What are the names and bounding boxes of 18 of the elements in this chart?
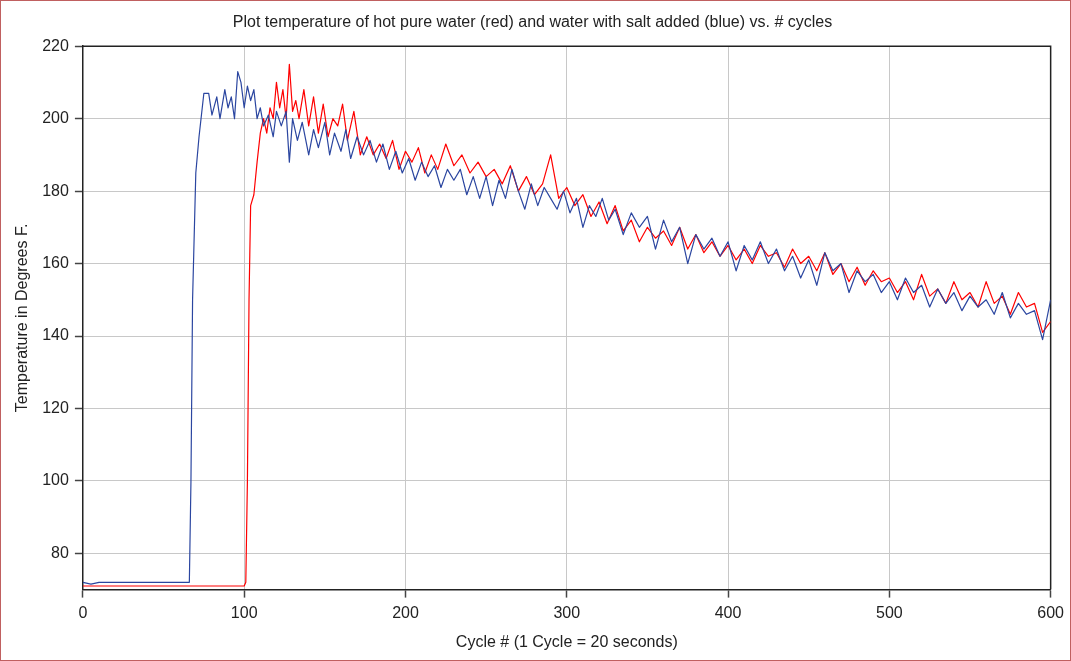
y-tick-label: 200 (42, 109, 69, 127)
y-tick-label: 160 (42, 253, 69, 271)
chart-title: Plot temperature of hot pure water (red) and water with salt added (blue) vs. # cycles (232, 13, 833, 31)
x-tick-label: 0 (78, 603, 88, 621)
x-tick-label: 200 (392, 603, 419, 621)
x-tick-label: 600 (1037, 603, 1065, 621)
y-tick-label: 80 (51, 543, 69, 561)
x-tick-label: 300 (553, 603, 581, 621)
x-axis-title: Cycle # (1 Cycle = 20 seconds) (455, 632, 678, 650)
y-tick-label: 140 (42, 326, 69, 344)
x-tick-label: 500 (876, 603, 903, 621)
y-tick-label: 220 (42, 36, 69, 54)
y-tick-label: 120 (42, 398, 69, 416)
y-tick-label: 100 (42, 471, 69, 489)
y-axis-title: Temperature in Degrees F. (13, 223, 31, 413)
y-tick-label: 180 (42, 181, 69, 199)
x-tick-label: 400 (714, 603, 742, 621)
x-tick-label: 100 (230, 603, 258, 621)
